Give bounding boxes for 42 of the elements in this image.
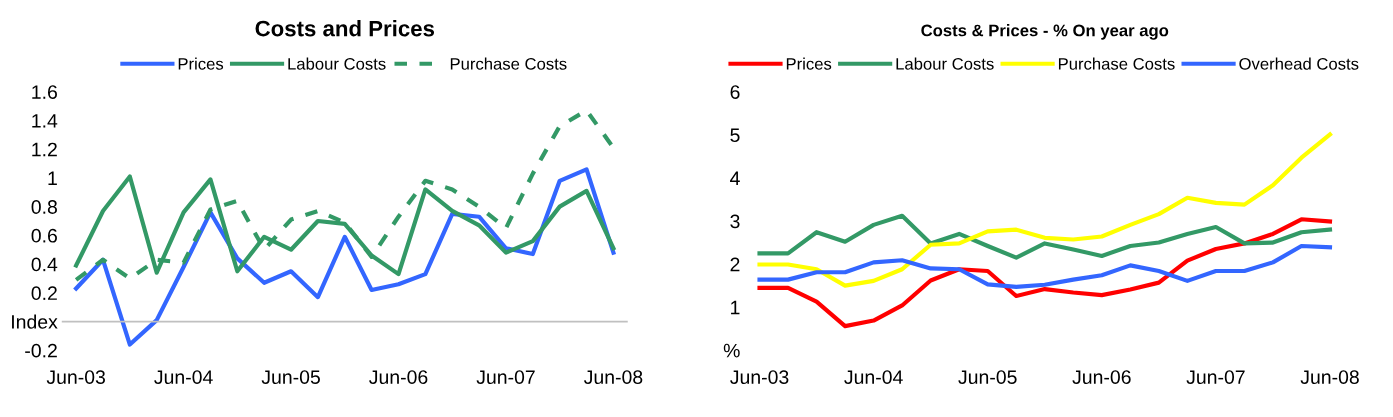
legend-label: Labour Costs xyxy=(896,57,994,70)
x-tick-label: Jun-08 xyxy=(1300,370,1359,385)
y-tick-label: -0.2 xyxy=(25,343,57,358)
x-tick-label: Jun-05 xyxy=(261,370,320,385)
y-tick-label: % xyxy=(723,343,740,358)
y-tick-label: 1.6 xyxy=(32,85,57,99)
y-tick-label: 5 xyxy=(730,128,740,143)
x-tick-label: Jun-06 xyxy=(369,370,428,385)
legend-label: Labour Costs xyxy=(288,57,386,70)
y-tick-label: 2 xyxy=(730,257,740,272)
x-tick-label: Jun-07 xyxy=(476,370,535,385)
line-series xyxy=(757,217,1333,329)
x-tick-label: Jun-04 xyxy=(844,370,903,385)
y-tick-label: 3 xyxy=(730,214,740,229)
legend-label: Purchase Costs xyxy=(1058,57,1175,70)
x-tick-label: Jun-04 xyxy=(154,370,213,385)
y-tick-label: 0.6 xyxy=(31,228,57,243)
x-tick-label: Jun-07 xyxy=(1186,370,1245,385)
line-series xyxy=(757,132,1333,288)
line-series xyxy=(757,243,1333,290)
x-tick-label: Jun-03 xyxy=(730,370,789,385)
y-tick-label: 1.2 xyxy=(32,142,57,157)
y-tick-label: 0.2 xyxy=(31,286,57,301)
y-tick-label: 0.8 xyxy=(31,200,57,214)
y-tick-label: 0.4 xyxy=(31,257,58,272)
legend-label: Prices xyxy=(178,57,224,70)
legend-label: Overhead Costs xyxy=(1239,57,1359,70)
legend-label: Prices xyxy=(786,57,832,70)
y-tick-label: 4 xyxy=(730,171,740,185)
x-tick-label: Jun-06 xyxy=(1072,370,1131,385)
x-tick-label: Jun-08 xyxy=(584,370,643,385)
line-series xyxy=(757,213,1333,260)
chart-title: Costs and Prices xyxy=(255,20,435,37)
y-tick-label: Index xyxy=(12,314,58,329)
x-tick-label: Jun-03 xyxy=(46,370,105,385)
y-tick-label: 1.4 xyxy=(32,114,58,128)
x-tick-label: Jun-05 xyxy=(958,370,1017,385)
y-tick-label: 1 xyxy=(731,300,740,315)
chart-title: Costs & Prices - % On year ago xyxy=(921,24,1169,40)
legend-label: Purchase Costs xyxy=(450,57,567,70)
y-tick-label: 6 xyxy=(730,85,740,99)
y-tick-label: 1 xyxy=(48,171,57,185)
